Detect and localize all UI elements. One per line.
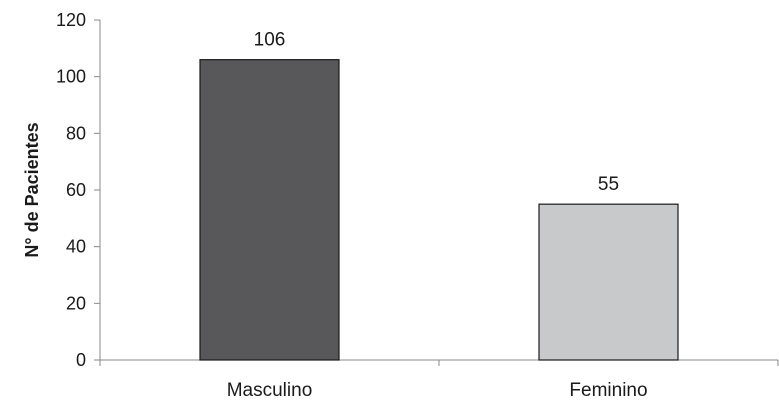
bar-feminino <box>538 203 679 361</box>
y-tick-label: 120 <box>56 10 86 30</box>
y-tick-label: 0 <box>76 350 86 370</box>
y-tick-label: 100 <box>56 67 86 87</box>
y-axis: 0 20 40 60 80 100 120 <box>56 10 101 370</box>
x-tick-label-feminino: Feminino <box>569 380 647 401</box>
bars <box>199 59 679 361</box>
bar-masculino <box>199 59 340 361</box>
y-tick-label: 40 <box>66 237 86 257</box>
x-tick-label-masculino: Masculino <box>227 380 313 401</box>
data-label-masculino: 106 <box>254 30 286 51</box>
x-axis: Masculino Feminino <box>99 359 779 401</box>
y-tick-label: 20 <box>66 293 86 313</box>
data-label-feminino: 55 <box>598 174 619 195</box>
y-tick-label: 80 <box>66 123 86 143</box>
data-labels: 106 55 <box>254 30 619 196</box>
y-axis-title: N° de Pacientes <box>22 122 42 257</box>
y-tick-label: 60 <box>66 180 86 200</box>
